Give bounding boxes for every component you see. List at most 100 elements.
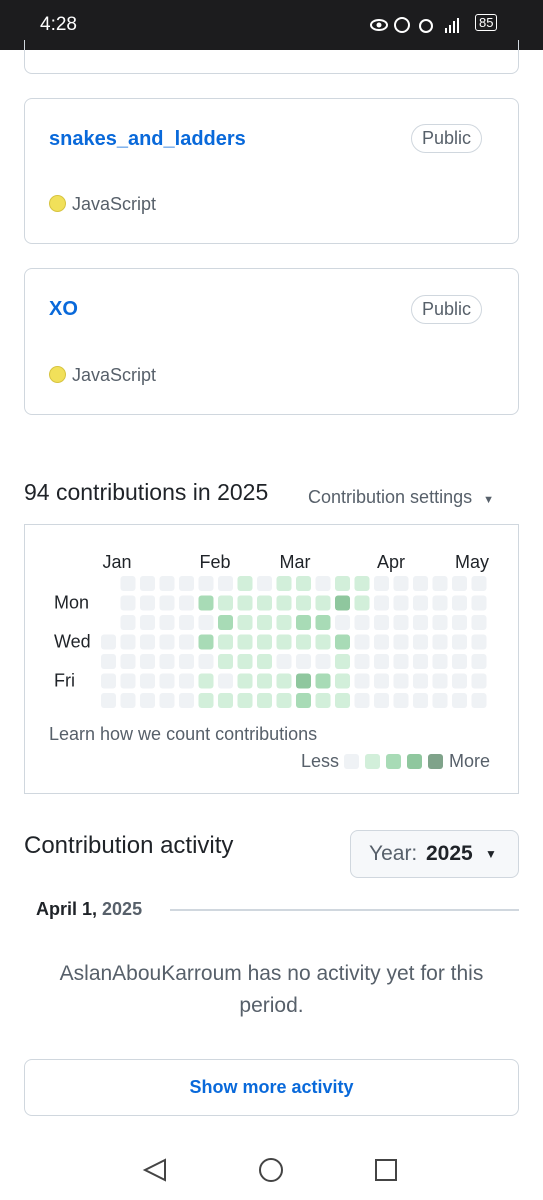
day-cell: [140, 673, 155, 689]
day-cell: [120, 615, 136, 630]
day-cell: [471, 634, 487, 650]
day-cell: [432, 673, 448, 689]
day-cell: [276, 673, 292, 689]
lang-text: JavaScript: [72, 365, 157, 385]
day-cell: [393, 693, 409, 708]
day-cell: [393, 595, 409, 611]
day-cell: [179, 595, 194, 611]
day-cell: [120, 654, 136, 669]
day-cell: [335, 673, 350, 689]
day-cell: [393, 576, 409, 591]
day-cell: [393, 634, 409, 650]
lang-dot: [49, 366, 66, 383]
year-label: Year:: [369, 842, 418, 865]
caret: ▼: [485, 847, 497, 861]
day-cell: [237, 595, 253, 611]
year-button[interactable]: Year: 2025 ▼: [350, 830, 519, 878]
day-cell: [296, 673, 311, 689]
day-label: Fri: [54, 671, 75, 691]
day-cell: [218, 693, 233, 708]
day-cell: [335, 654, 350, 669]
day-cell: [257, 654, 272, 669]
day-cell: [432, 576, 448, 591]
day-cell: [140, 654, 155, 669]
day-cell: [374, 576, 389, 591]
day-cell: [413, 693, 428, 708]
language: JavaScript: [49, 365, 156, 386]
day-cell: [374, 595, 389, 611]
icons: [370, 17, 459, 33]
legend-swatch: [407, 754, 422, 769]
legend-swatch: [428, 754, 443, 769]
day-cell: [276, 634, 292, 650]
day-cell: [218, 673, 233, 689]
day-cell: [471, 576, 487, 591]
day-cell: [432, 693, 448, 708]
day-cell: [335, 615, 350, 630]
day-cell: [354, 673, 370, 689]
day-cell: [354, 634, 370, 650]
day-cell: [159, 634, 175, 650]
day-cell: [315, 634, 331, 650]
day-cell: [198, 615, 214, 630]
visibility: Public: [410, 124, 482, 153]
repo-name[interactable]: XO: [49, 298, 78, 320]
date-year: 2025: [102, 899, 143, 919]
activity-title: Contribution activity: [24, 832, 234, 859]
learn-link: Learn how we count contributions: [49, 724, 317, 744]
day-cell: [257, 576, 272, 591]
day-cell: [101, 634, 116, 650]
language: JavaScript: [49, 194, 156, 215]
day-cell: [120, 576, 136, 591]
day-cell: [315, 693, 331, 708]
day-cell: [452, 693, 467, 708]
day-cell: [296, 615, 311, 630]
day-cell: [179, 693, 194, 708]
day-cell: [218, 595, 233, 611]
calendar: Jan Feb Mar Apr May Mon Wed Fri Learn how we cou…: [49, 552, 490, 771]
day-cell: [159, 693, 175, 708]
contrib-heading: 94 contributions in 2025: [24, 479, 269, 505]
status-icons: [370, 16, 460, 34]
repo-name[interactable]: snakes_and_ladders: [49, 128, 246, 150]
day-cell: [179, 615, 194, 630]
visibility: Public: [410, 295, 482, 324]
day-cell: [374, 634, 389, 650]
day-cell: [335, 576, 350, 591]
day-cell: [296, 595, 311, 611]
day-cell: [374, 654, 389, 669]
day-cell: [296, 576, 311, 591]
day-cell: [276, 693, 292, 708]
contrib-settings[interactable]: Contribution settings ▼: [308, 487, 494, 507]
day-cell: [315, 654, 331, 669]
day-cell: [257, 615, 272, 630]
legend-more: More: [449, 751, 490, 771]
day-cell: [471, 654, 487, 669]
day-cell: [120, 634, 136, 650]
day-cell: [413, 673, 428, 689]
day-cell: [218, 615, 233, 630]
status-bar: 4:28 85: [0, 0, 543, 50]
day-cell: [393, 654, 409, 669]
day-cell: [179, 673, 194, 689]
day-cell: [159, 673, 175, 689]
day-cell: [393, 673, 409, 689]
lang-text: JavaScript: [72, 194, 157, 214]
day-cell: [354, 693, 370, 708]
day-cell: [413, 654, 428, 669]
show-more[interactable]: Show more activity: [24, 1059, 519, 1116]
day-cell: [237, 673, 253, 689]
day-cell: [452, 595, 467, 611]
day-cell: [354, 595, 370, 611]
day-cell: [198, 595, 214, 611]
month-label: Feb: [199, 552, 230, 572]
day-cell: [335, 595, 350, 611]
date: April 1,: [36, 899, 98, 919]
day-cell: [159, 595, 175, 611]
day-cell: [452, 654, 467, 669]
day-cell: [120, 673, 136, 689]
month-label: Apr: [377, 552, 405, 572]
divider: [170, 909, 519, 911]
day-cell: [257, 693, 272, 708]
day-cell: [432, 654, 448, 669]
